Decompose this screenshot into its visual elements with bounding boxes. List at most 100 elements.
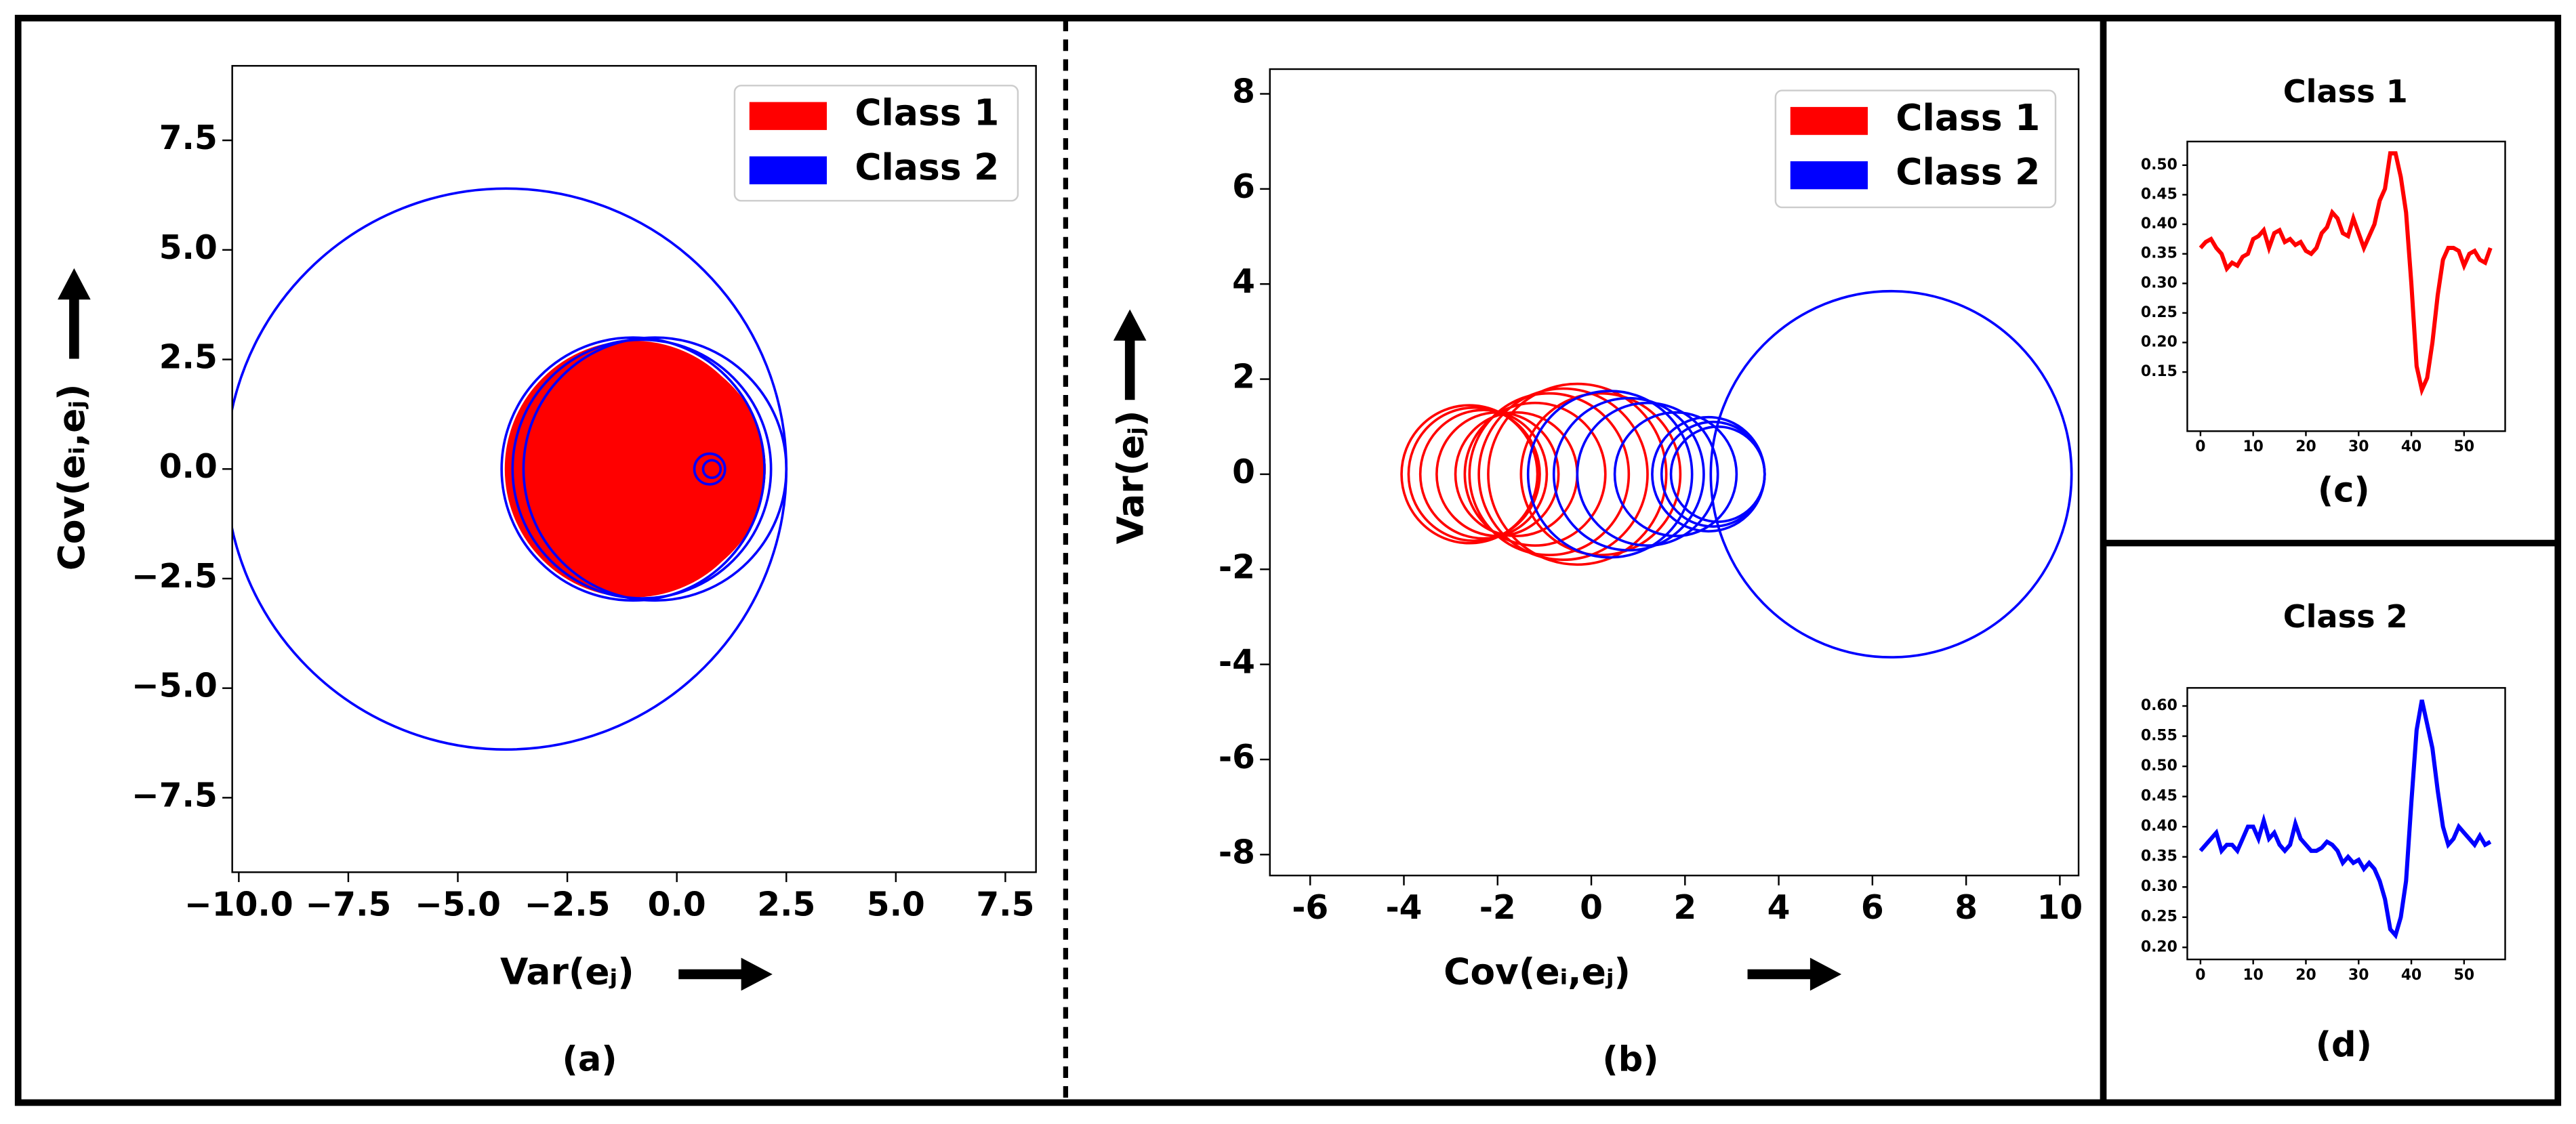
y-axis-label: Cov(eᵢ,eⱼ) [50,384,93,571]
y-tick-label: 0.30 [2141,274,2178,291]
x-tick-label: 40 [2401,967,2421,984]
y-tick-label: 0.20 [2141,334,2178,351]
circle [1519,392,1682,557]
legend-label: Class 1 [855,91,999,134]
arrows [58,268,1842,991]
y-tick-label: 0.55 [2141,728,2178,745]
y-tick-label: 0.45 [2141,186,2178,203]
x-axis-label: Cov(eᵢ,eⱼ) [1444,951,1631,993]
y-tick-label: -8 [1219,833,1255,871]
x-tick-label: 2 [1673,889,1696,927]
x-tick-label: 20 [2295,967,2316,984]
y-tick-label: 0.25 [2141,909,2178,925]
y-tick-label: 0.25 [2141,304,2178,321]
circle [703,457,729,482]
x-tick-label: 50 [2454,967,2474,984]
y-tick-label: 2 [1232,358,1255,396]
caption: (b) [1602,1040,1658,1080]
x-tick-label: −10.0 [184,886,293,923]
circle [1418,409,1549,540]
y-tick-label: 0.15 [2141,363,2178,380]
y-tick-label: 0.30 [2141,878,2178,895]
x-tick-label: 5.0 [867,886,925,923]
x-tick-label: −7.5 [306,886,392,923]
circle [1526,390,1694,559]
circle [1477,387,1649,562]
x-tick-label: -2 [1479,889,1516,927]
axes-frame [2186,140,2506,432]
arrow [69,296,79,359]
y-tick-label: 0.35 [2141,245,2178,262]
y-tick-label: 0.50 [2141,757,2178,774]
x-tick-label: 0 [2195,967,2205,984]
y-tick-label: 0.40 [2141,818,2178,835]
caption: (d) [2316,1025,2372,1065]
x-tick-label: 10 [2037,889,2083,927]
y-tick-label: −2.5 [131,558,218,596]
circle [522,336,788,602]
axes-frame [231,64,1037,873]
y-tick-label: 0 [1232,453,1255,491]
legend-label: Class 2 [1896,150,2040,193]
line [2199,699,2492,940]
circle [1552,396,1705,552]
line [2199,151,2493,396]
legend-swatch [1790,106,1868,136]
axes-frame [1269,68,2080,877]
circle [693,452,727,486]
x-tick-label: −2.5 [525,886,611,923]
circle [1468,392,1631,557]
arrow [1113,309,1147,341]
y-tick-label: -2 [1219,548,1255,586]
y-tick-label: 0.0 [159,448,218,486]
caption: (c) [2318,470,2370,510]
circle [1407,406,1541,542]
x-tick-label: 6 [1861,889,1884,927]
plot-area [2199,699,2492,940]
circle [1576,401,1719,547]
legend-label: Class 1 [1896,96,2040,139]
circle [500,336,766,602]
y-tick-label: 0.60 [2141,697,2178,714]
x-tick-label: 40 [2401,438,2421,455]
y-tick-label: 7.5 [159,119,218,157]
x-tick-label: 10 [2243,438,2263,455]
x-tick-label: 7.5 [976,886,1034,923]
x-tick-label: 50 [2454,438,2474,455]
y-tick-label: 0.50 [2141,157,2178,173]
axes-frame [2186,687,2506,961]
circle [1709,289,2073,659]
y-tick-label: -6 [1219,738,1255,776]
y-tick-label: 0.40 [2141,215,2178,232]
arrow [741,957,773,991]
x-tick-label: 8 [1955,889,1978,927]
x-tick-label: 2.5 [757,886,815,923]
arrow [1810,957,1842,991]
legend-swatch [749,102,827,130]
legend-label: Class 2 [855,146,999,188]
y-axis-label: Var(eⱼ) [1109,411,1152,545]
chart-title: Class 2 [2283,598,2408,635]
caption: (a) [563,1040,617,1080]
x-tick-label: 20 [2295,438,2316,455]
circle [1613,411,1738,537]
y-tick-label: 0.35 [2141,848,2178,865]
x-tick-label: 10 [2243,967,2263,984]
x-tick-label: 0.0 [648,886,706,923]
arrow [58,268,91,300]
x-tick-label: 0 [1580,889,1603,927]
x-axis-label: Var(eⱼ) [500,951,634,993]
circle [1463,401,1607,547]
x-tick-label: 30 [2348,967,2369,984]
y-tick-label: 0.20 [2141,938,2178,955]
circle [511,338,773,600]
x-tick-label: −5.0 [415,886,501,923]
arrow [1124,337,1135,400]
x-tick-label: -4 [1386,889,1423,927]
legend-swatch [1790,161,1868,190]
y-tick-label: 0.45 [2141,788,2178,805]
y-tick-label: −5.0 [131,667,218,705]
y-tick-label: −7.5 [131,776,218,814]
plot-area [232,187,788,751]
